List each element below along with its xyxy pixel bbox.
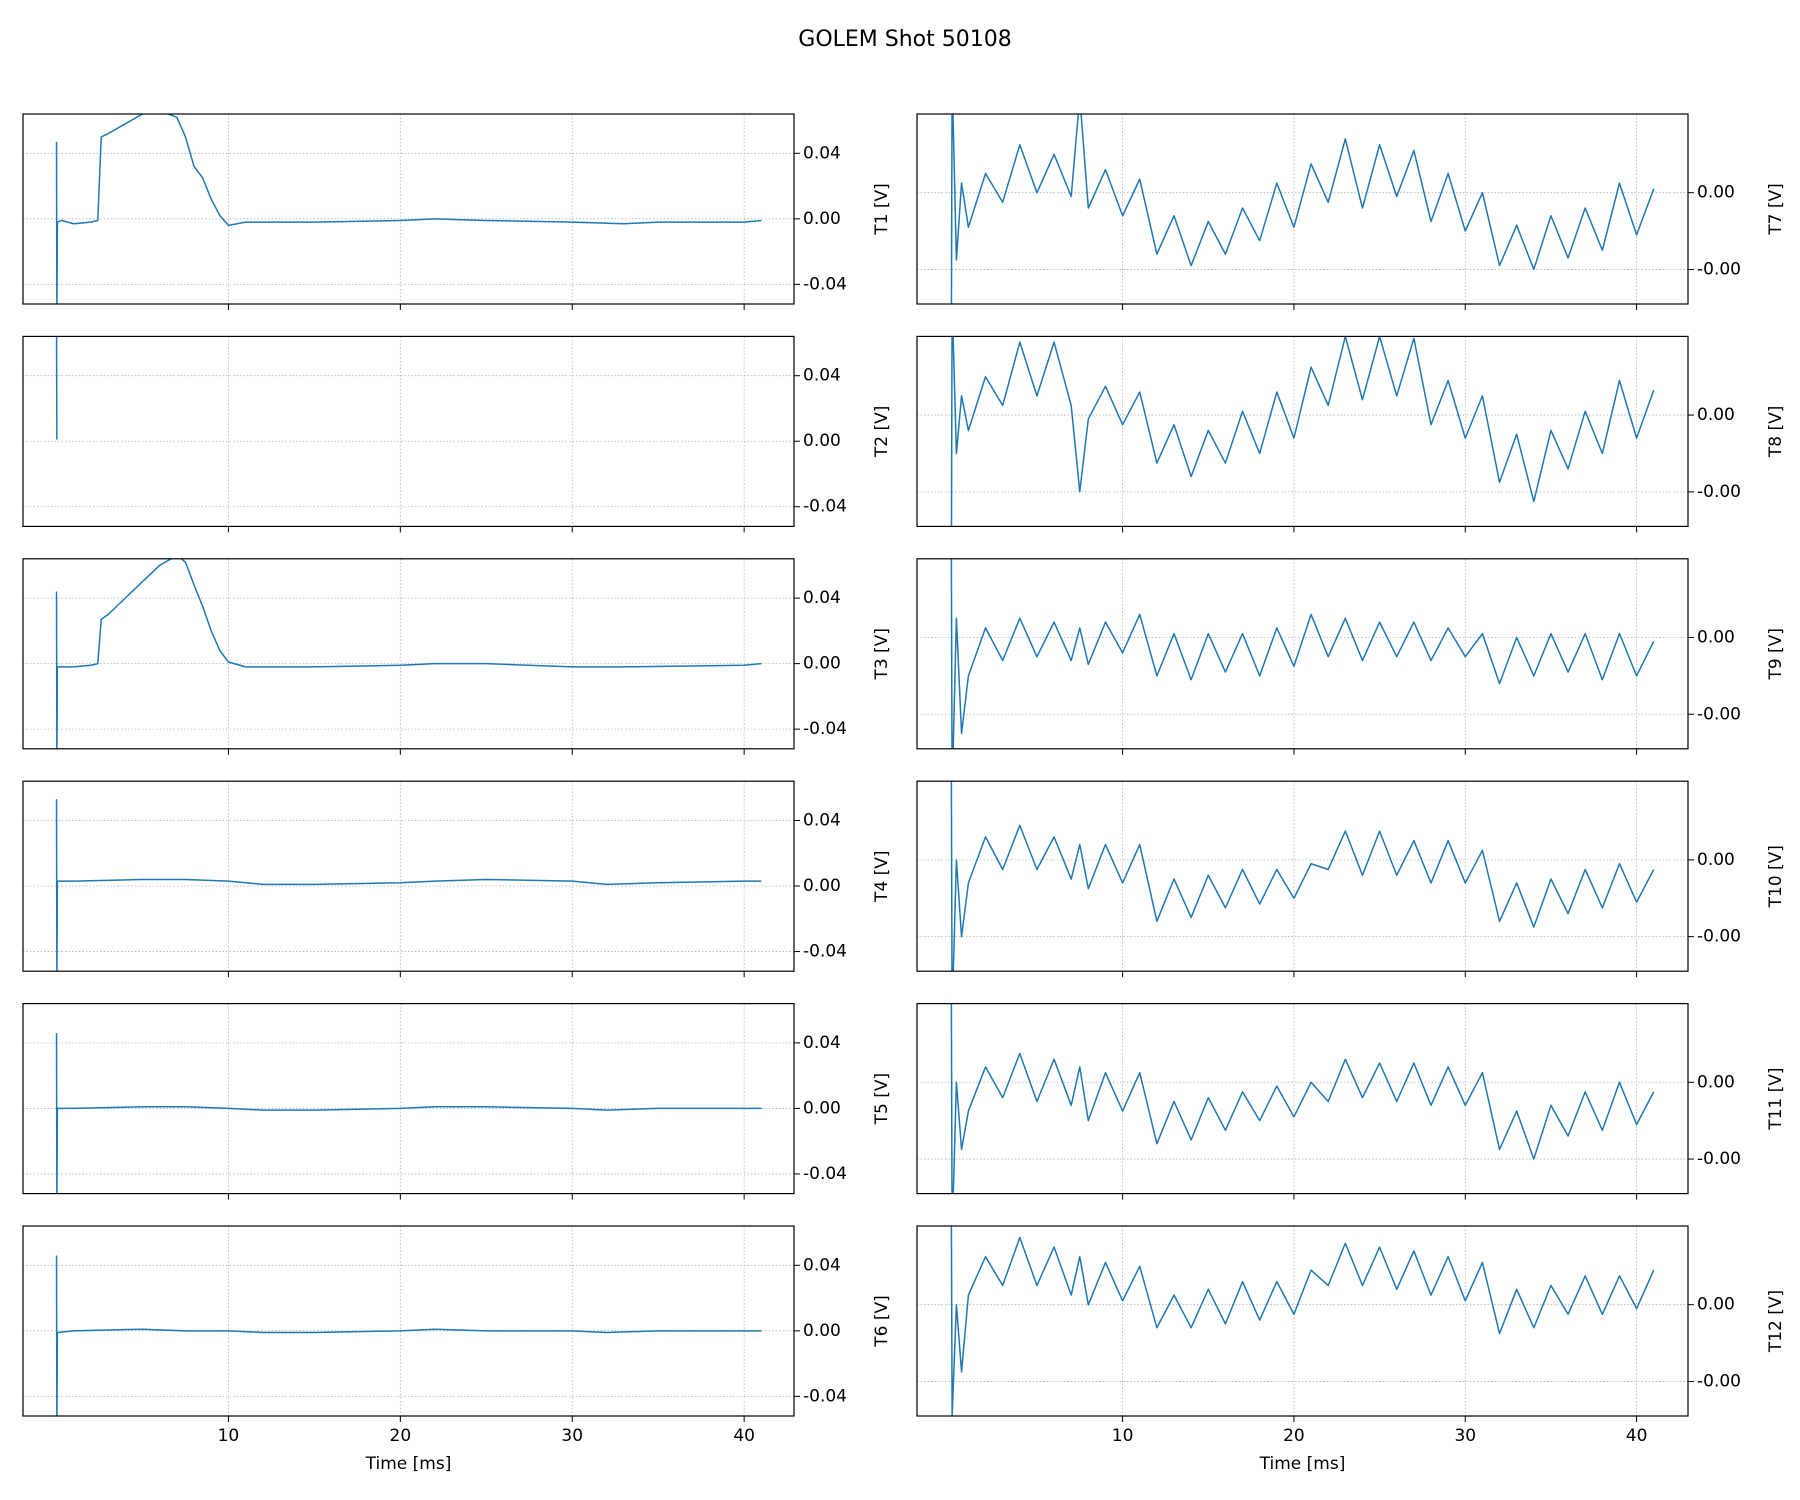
y-tick-label: -0.04: [803, 719, 847, 739]
signal-line: [950, 114, 1655, 304]
signal-line: [950, 1226, 1655, 1416]
y-tick-label: -0.00: [1697, 482, 1741, 502]
y-axis-label: T8 [V]: [1766, 406, 1786, 459]
y-tick-label: -0.00: [1697, 259, 1741, 279]
signal-line: [55, 1033, 762, 1194]
y-tick-label: -0.00: [1697, 927, 1741, 947]
y-tick-label: -0.04: [803, 942, 847, 962]
x-tick-label: 40: [733, 1426, 755, 1446]
y-tick-label: 0.00: [803, 209, 841, 229]
signal-line: [950, 781, 1655, 972]
axes-frame: [22, 558, 795, 750]
signal-line: [55, 1255, 762, 1416]
subplot: -0.00 0.00 T9 [V]: [916, 558, 1786, 755]
axes-frame: [22, 113, 795, 305]
y-tick-label: -0.00: [1697, 1149, 1741, 1169]
signal-line: [55, 114, 762, 304]
y-axis-label: T6 [V]: [872, 1295, 892, 1348]
y-tick-label: 0.00: [803, 1098, 841, 1118]
y-axis-label: T5 [V]: [872, 1073, 892, 1126]
y-tick-label: -0.04: [803, 1164, 847, 1184]
y-tick-label: 0.00: [803, 876, 841, 896]
y-tick-label: 0.00: [1697, 405, 1735, 425]
y-tick-label: 0.04: [803, 366, 841, 386]
y-axis-label: T10 [V]: [1766, 845, 1786, 908]
x-tick-label: 20: [390, 1426, 412, 1446]
y-tick-label: 0.04: [803, 1033, 841, 1053]
axes-frame: [916, 335, 1689, 527]
y-tick-label: -0.04: [803, 497, 847, 517]
y-tick-label: 0.04: [803, 588, 841, 608]
x-tick-label: 10: [218, 1426, 240, 1446]
subplot: -0.04 0.00 0.04 T3 [V]: [22, 558, 892, 755]
y-axis-label: T3 [V]: [872, 628, 892, 681]
y-tick-label: 0.00: [803, 1321, 841, 1341]
axes-frame: [22, 780, 795, 972]
x-tick-label: 10: [1112, 1426, 1134, 1446]
signal-line: [55, 558, 762, 749]
y-tick-label: 0.00: [1697, 1072, 1735, 1092]
signal-line: [950, 336, 1655, 527]
y-axis-label: T2 [V]: [872, 406, 892, 459]
y-tick-label: 0.00: [1697, 850, 1735, 870]
x-axis-label: Time [ms]: [365, 1454, 452, 1474]
y-tick-label: 0.04: [803, 811, 841, 831]
y-tick-label: 0.00: [1697, 183, 1735, 203]
x-tick-label: 40: [1626, 1426, 1648, 1446]
axes-frame: [916, 558, 1689, 750]
axes-frame: [22, 1225, 795, 1417]
y-tick-label: -0.00: [1697, 1371, 1741, 1391]
axes-frame: [22, 1002, 795, 1195]
axes-frame: [916, 1225, 1689, 1417]
subplot: -0.00 0.00 T8 [V]: [916, 335, 1786, 533]
y-axis-label: T12 [V]: [1766, 1290, 1786, 1353]
x-tick-label: 30: [561, 1426, 583, 1446]
subplot: -0.04 0.00 0.04 T2 [V]: [22, 335, 892, 533]
y-tick-label: 0.00: [803, 654, 841, 674]
y-tick-label: 0.00: [1697, 627, 1735, 647]
y-tick-label: 0.04: [803, 1255, 841, 1275]
y-axis-label: T7 [V]: [1766, 183, 1786, 236]
subplot: -0.00 0.00 T7 [V]: [916, 113, 1786, 310]
y-axis-label: T9 [V]: [1766, 628, 1786, 681]
subplot: 10 20 30 40 -0.00 0.00 T12 [V] Time [ms]: [916, 1225, 1786, 1474]
y-axis-label: T4 [V]: [872, 850, 892, 903]
signal-line: [55, 799, 762, 972]
y-tick-label: 0.00: [803, 431, 841, 451]
x-tick-label: 30: [1454, 1426, 1476, 1446]
y-tick-label: -0.04: [803, 1386, 847, 1406]
axes-frame: [22, 335, 795, 527]
axes-frame: [916, 780, 1689, 972]
subplot: -0.00 0.00 T11 [V]: [916, 1002, 1786, 1200]
signal-line: [950, 558, 1655, 749]
y-axis-label: T1 [V]: [872, 183, 892, 236]
subplot: 10 20 30 40 -0.04 0.00 0.04 T6 [V] Time [ms]: [22, 1225, 892, 1474]
y-axis-label: T11 [V]: [1766, 1067, 1786, 1130]
y-tick-label: 0.00: [1697, 1295, 1735, 1315]
x-tick-label: 20: [1283, 1426, 1305, 1446]
y-tick-label: -0.04: [803, 274, 847, 294]
x-axis-label: Time [ms]: [1259, 1454, 1346, 1474]
signal-line: [950, 1003, 1655, 1194]
figure-title: GOLEM Shot 50108: [798, 27, 1011, 52]
y-tick-label: -0.00: [1697, 704, 1741, 724]
axes-frame: [916, 113, 1689, 305]
subplot: -0.04 0.00 0.04 T4 [V]: [22, 780, 892, 978]
y-tick-label: 0.04: [803, 143, 841, 163]
axes-frame: [916, 1002, 1689, 1195]
subplot: -0.04 0.00 0.04 T1 [V]: [22, 113, 892, 310]
subplot: -0.04 0.00 0.04 T5 [V]: [22, 1002, 892, 1200]
subplot: -0.00 0.00 T10 [V]: [916, 780, 1786, 978]
